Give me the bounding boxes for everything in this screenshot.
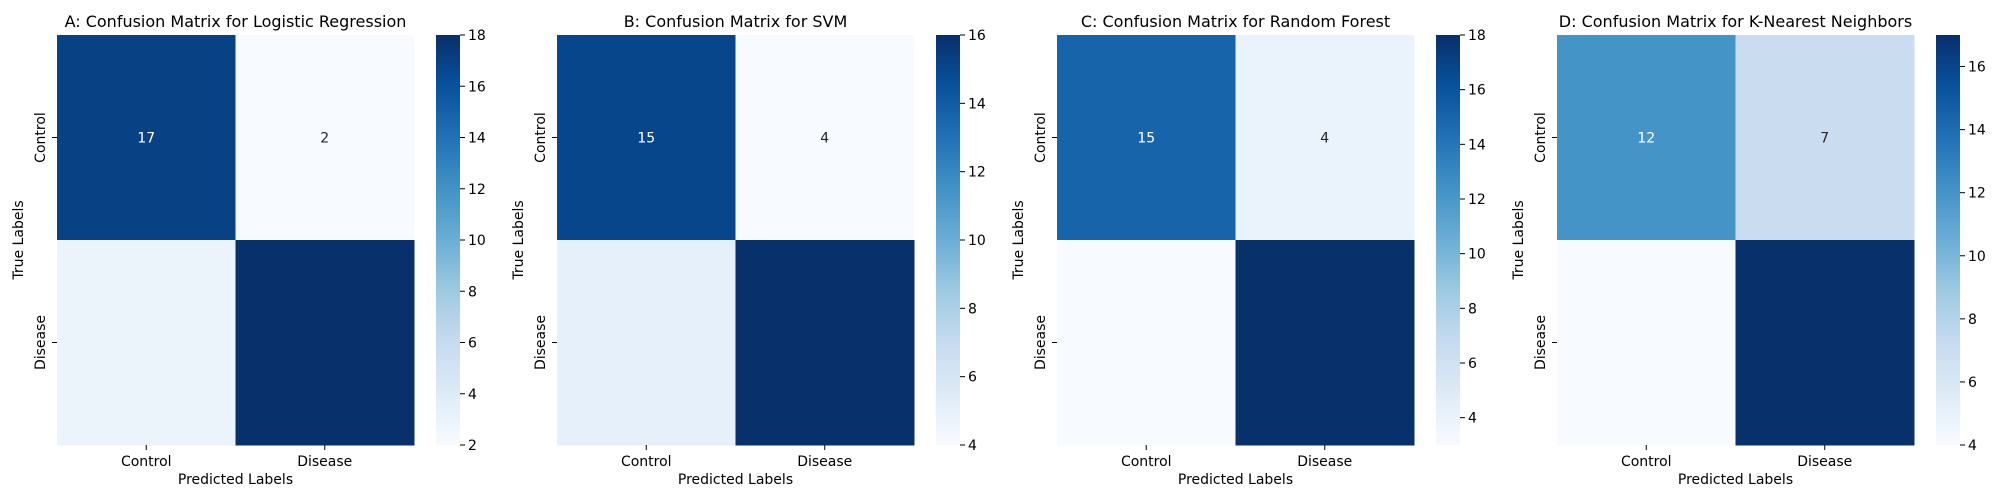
x-tick-label: Disease bbox=[297, 454, 352, 470]
y-tick-label: Control bbox=[33, 112, 49, 163]
heatmap-panel-2: 15 4 B: Confusion Matrix for SVM Control Dis… bbox=[511, 12, 986, 488]
heatmap-cell bbox=[235, 35, 415, 241]
cell-annotation: 15 bbox=[637, 131, 655, 147]
colorbar bbox=[436, 35, 460, 445]
x-axis-label: Predicted Labels bbox=[1678, 472, 1793, 488]
x-tick-label: Disease bbox=[1297, 454, 1352, 470]
heatmap-cell bbox=[1057, 240, 1236, 446]
colorbar-tick-label: 18 bbox=[1468, 28, 1486, 44]
colorbar-tick-label: 8 bbox=[468, 284, 477, 300]
chart-title: A: Confusion Matrix for Logistic Regress… bbox=[65, 12, 407, 31]
y-axis-label: True Labels bbox=[1511, 200, 1527, 280]
colorbar-tick-label: 16 bbox=[468, 79, 486, 95]
colorbar-tick-label: 6 bbox=[1468, 356, 1477, 372]
cell-annotation: 4 bbox=[1320, 131, 1329, 147]
x-tick-label: Control bbox=[1121, 454, 1172, 470]
colorbar-tick-label: 8 bbox=[1968, 312, 1977, 328]
heatmap-cell bbox=[1057, 35, 1236, 241]
colorbar-tick-label: 16 bbox=[1968, 60, 1986, 76]
colorbar-tick-label: 10 bbox=[1968, 249, 1986, 265]
cell-annotation: 12 bbox=[1637, 131, 1655, 147]
colorbar-tick-label: 12 bbox=[968, 165, 986, 181]
heatmap-panel-3: 15 4 C: Confusion Matrix for Random Forest… bbox=[1011, 12, 1486, 488]
heatmap-cell bbox=[557, 240, 736, 446]
y-tick-label: Disease bbox=[1033, 315, 1049, 370]
heatmap-panel-1: 17 2 A: Confusion Matrix for Logistic Regr… bbox=[11, 12, 486, 488]
x-axis-label: Predicted Labels bbox=[678, 472, 793, 488]
heatmap-cell bbox=[735, 240, 915, 446]
cell-annotation: 17 bbox=[137, 131, 155, 147]
chart-title: D: Confusion Matrix for K-Nearest Neighb… bbox=[1559, 12, 1912, 31]
heatmap-cell bbox=[1235, 240, 1415, 446]
colorbar-tick-label: 14 bbox=[968, 96, 986, 112]
x-axis-label: Predicted Labels bbox=[1178, 472, 1293, 488]
colorbar-tick-label: 4 bbox=[968, 438, 977, 454]
heatmap-cell bbox=[1735, 240, 1915, 446]
heatmap-cell bbox=[57, 240, 236, 446]
x-tick-label: Disease bbox=[1797, 454, 1852, 470]
heatmap-cell bbox=[1557, 240, 1736, 446]
colorbar-tick-label: 14 bbox=[468, 131, 486, 147]
colorbar-tick-label: 12 bbox=[1468, 192, 1486, 208]
colorbar-tick-label: 14 bbox=[1468, 137, 1486, 153]
colorbar-tick-label: 10 bbox=[968, 233, 986, 249]
colorbar-tick-label: 6 bbox=[968, 370, 977, 386]
x-tick-label: Disease bbox=[797, 454, 852, 470]
colorbar bbox=[1436, 35, 1460, 445]
colorbar-tick-label: 12 bbox=[468, 182, 486, 198]
colorbar-tick-label: 18 bbox=[468, 28, 486, 44]
cell-annotation: 4 bbox=[820, 131, 829, 147]
colorbar-tick-label: 14 bbox=[1968, 123, 1986, 139]
heatmap-cell bbox=[1735, 35, 1915, 241]
y-tick-label: Control bbox=[1033, 112, 1049, 163]
y-tick-label: Control bbox=[1533, 112, 1549, 163]
y-axis-label: True Labels bbox=[1011, 200, 1027, 280]
cell-annotation: 2 bbox=[320, 131, 329, 147]
cell-annotation: 15 bbox=[1137, 131, 1155, 147]
colorbar-tick-label: 10 bbox=[468, 233, 486, 249]
cell-annotation: 7 bbox=[1820, 131, 1829, 147]
heatmap-cell bbox=[235, 240, 415, 446]
y-axis-label: True Labels bbox=[11, 200, 27, 280]
heatmap-cell bbox=[1557, 35, 1736, 241]
colorbar-tick-label: 4 bbox=[468, 387, 477, 403]
x-tick-label: Control bbox=[121, 454, 172, 470]
colorbar-tick-label: 6 bbox=[1968, 375, 1977, 391]
heatmap-cell bbox=[735, 35, 915, 241]
colorbar-tick-label: 4 bbox=[1468, 411, 1477, 427]
y-tick-label: Control bbox=[533, 112, 549, 163]
colorbar-tick-label: 4 bbox=[1968, 438, 1977, 454]
heatmap-cell bbox=[57, 35, 236, 241]
colorbar-tick-label: 2 bbox=[468, 438, 477, 454]
heatmap-cell bbox=[1235, 35, 1415, 241]
colorbar-tick-label: 10 bbox=[1468, 247, 1486, 263]
chart-title: B: Confusion Matrix for SVM bbox=[624, 12, 848, 31]
x-axis-label: Predicted Labels bbox=[178, 472, 293, 488]
colorbar-tick-label: 12 bbox=[1968, 186, 1986, 202]
colorbar-tick-label: 6 bbox=[468, 336, 477, 352]
x-tick-label: Control bbox=[621, 454, 672, 470]
colorbar-tick-label: 8 bbox=[1468, 301, 1477, 317]
colorbar-tick-label: 16 bbox=[1468, 83, 1486, 99]
heatmap-panel-4: 12 7 D: Confusion Matrix for K-Nearest Nei… bbox=[1511, 12, 1986, 488]
colorbar bbox=[936, 35, 960, 445]
y-tick-label: Disease bbox=[1533, 315, 1549, 370]
colorbar bbox=[1936, 35, 1960, 445]
colorbar-tick-label: 8 bbox=[968, 301, 977, 317]
chart-title: C: Confusion Matrix for Random Forest bbox=[1081, 12, 1390, 31]
y-tick-label: Disease bbox=[33, 315, 49, 370]
y-axis-label: True Labels bbox=[511, 200, 527, 280]
heatmap-cell bbox=[557, 35, 736, 241]
y-tick-label: Disease bbox=[533, 315, 549, 370]
x-tick-label: Control bbox=[1621, 454, 1672, 470]
colorbar-tick-label: 16 bbox=[968, 28, 986, 44]
